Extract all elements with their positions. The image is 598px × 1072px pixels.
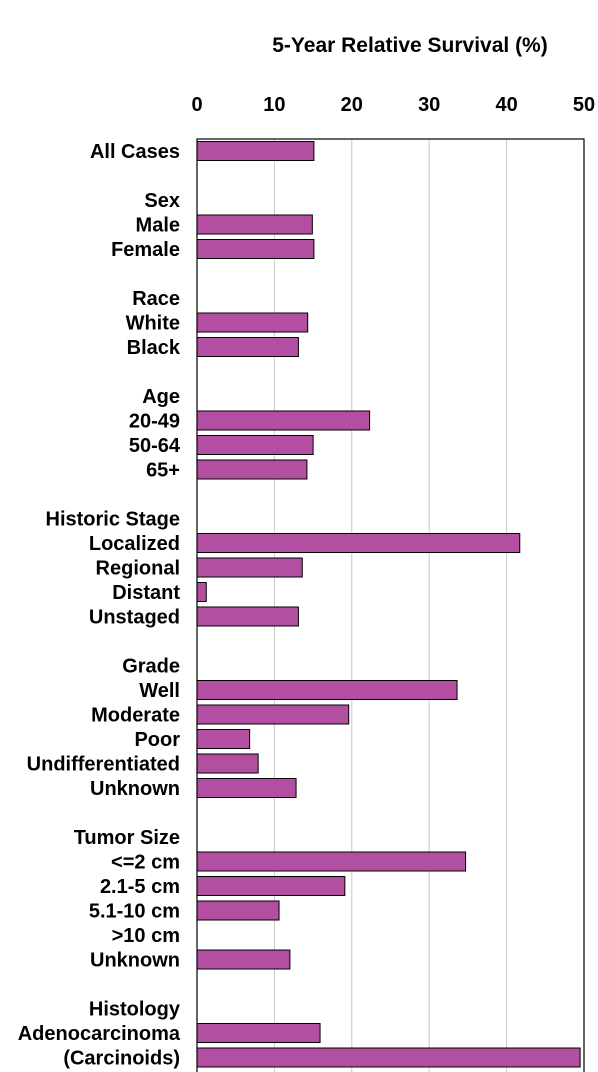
bar [196,533,521,553]
x-tick-label: 10 [263,94,285,116]
category-label: Regional [96,558,180,580]
bar [196,141,315,161]
bar [196,214,313,235]
category-label: Undifferentiated [27,754,180,776]
bar [196,312,309,333]
bar [196,729,251,749]
category-label: Unstaged [89,607,180,629]
category-label: 65+ [146,460,180,482]
gridlines [273,139,508,1072]
group-heading: Historic Stage [46,509,180,531]
category-label: (Carcinoids) [63,1048,180,1070]
category-label: Moderate [91,705,180,727]
bar [196,1047,581,1068]
group-heading: Age [142,386,180,408]
category-label: Female [111,239,180,261]
bars [196,141,581,1068]
category-label: Adenocarcinoma [18,1023,181,1045]
bar [196,949,291,970]
category-label: 5.1-10 cm [89,901,180,923]
bar [196,410,371,431]
category-label: 2.1-5 cm [100,876,180,898]
category-label: 20-49 [129,411,180,433]
bar [196,778,297,798]
bar [196,606,299,627]
category-label: <=2 cm [111,852,180,874]
category-label: White [126,313,180,335]
bar [196,459,308,480]
chart-title: 5-Year Relative Survival (%) [272,34,547,57]
bar [196,704,350,725]
category-label: Unknown [90,778,180,800]
x-tick-label: 0 [191,94,202,116]
bar [196,753,259,774]
group-heading: Tumor Size [74,827,180,849]
category-label: Male [136,215,180,237]
bar [196,239,315,259]
bar [196,435,314,455]
bar [196,876,346,896]
group-heading: Grade [122,656,180,678]
group-heading: Race [132,288,180,310]
category-label: Distant [112,582,180,604]
plot-area-frame [196,138,585,1072]
bar [196,1023,321,1043]
category-label: Unknown [90,950,180,972]
bar [196,582,207,602]
category-label: Well [139,680,180,702]
bar [196,680,458,700]
x-tick-labels: 0 10 20 30 40 50 [191,94,595,116]
bar [196,851,467,872]
category-label: Poor [134,729,180,751]
category-label: Black [127,337,181,359]
category-label: All Cases [90,141,180,163]
category-label: Localized [89,533,180,555]
x-tick-label: 50 [573,94,595,116]
bar [196,900,280,921]
bar [196,557,303,578]
category-label: >10 cm [112,925,180,947]
group-heading: Histology [89,999,181,1021]
category-label: 50-64 [129,435,181,457]
group-heading: Sex [144,190,180,212]
x-tick-label: 20 [341,94,363,116]
x-tick-label: 30 [418,94,440,116]
bar [196,337,299,357]
x-tick-label: 40 [495,94,517,116]
